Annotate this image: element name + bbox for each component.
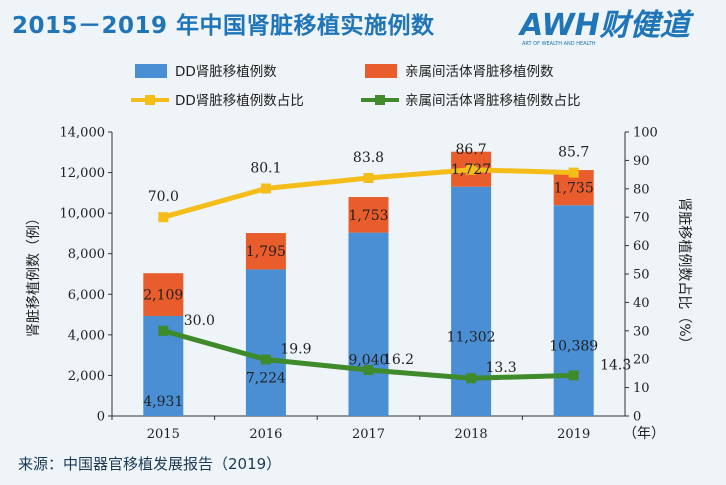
right-axis-tick-label: 70 bbox=[633, 211, 650, 226]
bar-living-label: 1,753 bbox=[348, 208, 388, 224]
right-axis-tick-label: 30 bbox=[633, 324, 650, 339]
x-axis-tick-label: 2017 bbox=[352, 427, 385, 442]
bar-dd-label: 7,224 bbox=[246, 371, 286, 387]
bar-dd-label: 4,931 bbox=[143, 394, 183, 410]
source-note: 来源：中国器官移植发展报告（2019） bbox=[18, 455, 282, 473]
bar-living bbox=[143, 273, 184, 316]
bar-dd-label: 11,302 bbox=[447, 329, 496, 345]
x-axis-tick-label: 2018 bbox=[455, 427, 488, 442]
right-axis-tick-label: 100 bbox=[633, 126, 658, 141]
bar-living-label: 1,735 bbox=[554, 181, 594, 197]
bar-dd-label: 9,040 bbox=[348, 352, 388, 368]
line-dd-ratio-label: 83.8 bbox=[353, 150, 384, 166]
bar-living-label: 2,109 bbox=[143, 288, 183, 304]
line-dd-ratio-label: 85.7 bbox=[558, 145, 589, 161]
brand-logo: AWH财健道 ART OF WEALTH AND HEALTH bbox=[518, 8, 695, 47]
right-axis-tick-label: 80 bbox=[633, 182, 650, 197]
legend-living-line-label: 亲属间活体肾脏移植例数占比 bbox=[405, 93, 581, 109]
line-living-ratio-label: 30.0 bbox=[184, 313, 215, 329]
left-axis-title: 肾脏移植例数（例） bbox=[26, 211, 42, 337]
bar-dd bbox=[245, 269, 286, 416]
data-labels: 4,931 2,109 7,224 1,795 9,040 1,753 11,302 1,72… bbox=[143, 142, 631, 410]
line-dd-ratio-label: 80.1 bbox=[250, 161, 281, 177]
legend-dd-line-label: DD肾脏移植例数占比 bbox=[175, 93, 304, 109]
left-axis-tick-label: 0 bbox=[97, 410, 105, 425]
line-living-ratio-label: 13.3 bbox=[486, 360, 517, 376]
bar-living-label: 1,727 bbox=[451, 162, 491, 178]
right-axis-tick-label: 40 bbox=[633, 296, 650, 311]
legend: DD肾脏移植例数 亲属间活体肾脏移植例数 DD肾脏移植例数占比 亲属间活体肾脏移植例数… bbox=[131, 64, 581, 109]
line-dd-ratio-point bbox=[158, 212, 169, 223]
x-axis-tick-label: 2019 bbox=[557, 427, 590, 442]
line-living-ratio-label: 16.2 bbox=[383, 352, 414, 368]
right-axis-title: 肾脏移植例数占比（%） bbox=[676, 197, 692, 350]
line-dd-ratio-label: 86.7 bbox=[456, 142, 487, 158]
right-axis-tick-label: 0 bbox=[633, 410, 641, 425]
brand-logo-text: AWH财健道 bbox=[518, 8, 695, 43]
x-axis-unit: （年） bbox=[623, 426, 665, 442]
legend-dd-bar-swatch bbox=[135, 64, 167, 78]
line-living-ratio-label: 14.3 bbox=[600, 357, 631, 373]
right-axis-tick-label: 90 bbox=[633, 154, 650, 169]
legend-living-bar-swatch bbox=[365, 64, 397, 78]
left-axis-tick-label: 14,000 bbox=[60, 126, 106, 141]
page-title: 2015－2019 年中国肾脏移植实施例数 bbox=[12, 13, 435, 39]
x-axis-tick-label: 2016 bbox=[249, 427, 282, 442]
line-living-ratio-label: 19.9 bbox=[280, 341, 311, 357]
left-axis-tick-label: 12,000 bbox=[60, 166, 106, 181]
bar-living bbox=[348, 197, 389, 233]
right-axis-tick-label: 60 bbox=[633, 239, 650, 254]
legend-dd-line-marker bbox=[145, 95, 155, 105]
line-dd-ratio-point bbox=[363, 173, 374, 184]
line-dd-ratio-point bbox=[568, 167, 579, 178]
axes: 0 2,000 4,000 6,000 8,000 10,000 12,000 14,000 0… bbox=[26, 126, 692, 443]
line-dd-ratio-point bbox=[260, 183, 271, 194]
legend-living-line-marker bbox=[375, 95, 385, 105]
bar-living bbox=[245, 233, 286, 270]
right-axis-tick-label: 10 bbox=[633, 381, 650, 396]
legend-dd-bar-label: DD肾脏移植例数 bbox=[175, 64, 277, 80]
bar-dd bbox=[348, 232, 389, 416]
left-axis-tick-label: 4,000 bbox=[68, 328, 105, 343]
left-axis-tick-label: 10,000 bbox=[60, 207, 106, 222]
legend-living-bar-label: 亲属间活体肾脏移植例数 bbox=[405, 64, 554, 80]
left-axis-tick-label: 8,000 bbox=[68, 247, 105, 262]
line-dd-ratio-label: 70.0 bbox=[148, 189, 179, 205]
left-axis-tick-label: 6,000 bbox=[68, 288, 105, 303]
line-dd-ratio-point bbox=[466, 164, 477, 175]
bar-dd bbox=[553, 205, 594, 416]
lines bbox=[158, 164, 579, 384]
x-axis-tick-label: 2015 bbox=[147, 427, 180, 442]
bars bbox=[143, 151, 594, 416]
line-living-ratio-point bbox=[466, 373, 477, 384]
brand-logo-subtitle: ART OF WEALTH AND HEALTH bbox=[522, 41, 596, 47]
line-living-ratio-point bbox=[568, 370, 579, 381]
bar-living-label: 1,795 bbox=[246, 244, 286, 260]
line-living-ratio-point bbox=[260, 354, 271, 365]
right-axis-tick-label: 20 bbox=[633, 353, 650, 368]
left-axis-tick-label: 2,000 bbox=[68, 369, 105, 384]
bar-dd-label: 10,389 bbox=[549, 339, 598, 355]
right-axis-tick-label: 50 bbox=[633, 268, 650, 283]
line-living-ratio-point bbox=[363, 364, 374, 375]
line-living-ratio-point bbox=[158, 325, 169, 336]
